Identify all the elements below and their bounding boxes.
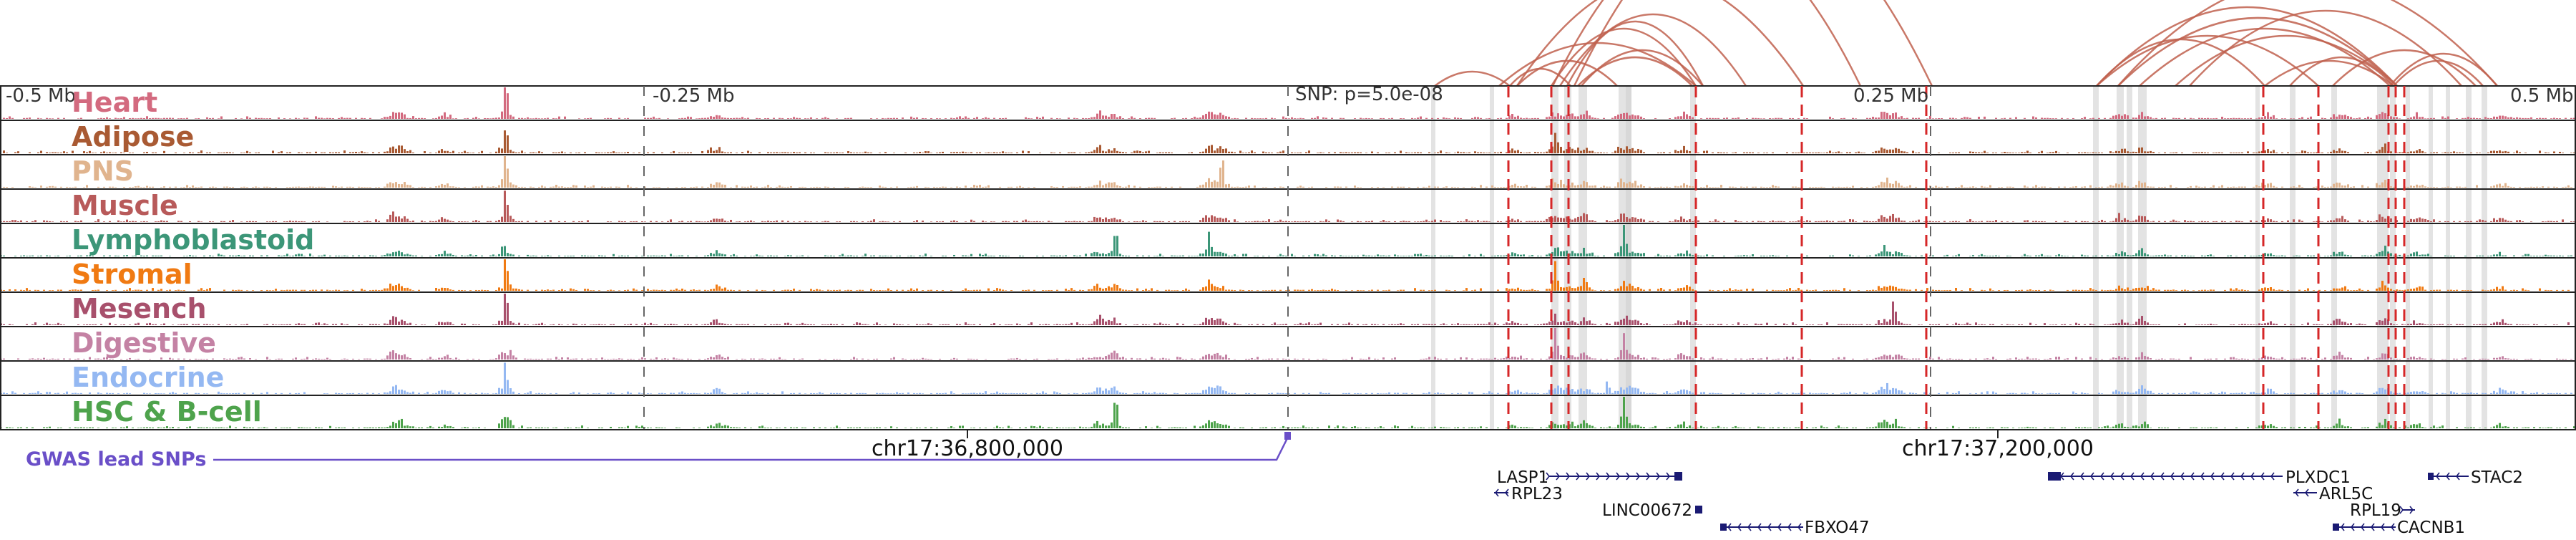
signal-lymphoblastoid (0, 225, 2572, 256)
track-label-lymphoblastoid: Lymphoblastoid (72, 224, 314, 256)
gene-label-linc00672: LINC00672 (1602, 501, 1692, 520)
track-label-pns: PNS (72, 155, 134, 187)
loop-arc (1574, 0, 1932, 86)
track-label-muscle: Muscle (72, 190, 178, 221)
loop-arc (2390, 54, 2497, 86)
gwas-connector (213, 437, 1288, 460)
gene-label-stac2: STAC2 (2471, 468, 2523, 487)
track-frames (0, 86, 2576, 430)
signal-endocrine (0, 362, 2572, 394)
gwas-track: GWAS lead SNPs (26, 432, 1291, 471)
gwas-label: GWAS lead SNPs (26, 448, 206, 471)
track-label-heart: Heart (72, 87, 157, 118)
track-label-digestive: Digestive (72, 327, 216, 359)
gene-track: LASP1 RPL23 LINC00672 FBXO47 PLXDC1 ARL5… (1494, 468, 2523, 537)
loop-arc (1551, 29, 1696, 86)
track-label-hsc_bcell: HSC & B-cell (72, 396, 262, 428)
track-label-endocrine: Endocrine (72, 362, 224, 393)
track-label-adipose: Adipose (72, 121, 194, 153)
loop-arc (2394, 61, 2483, 86)
coordinate-label-2: chr17:37,200,000 (1902, 436, 2094, 461)
gene-linc00672: LINC00672 (1602, 501, 1702, 520)
signal-stromal (0, 259, 2570, 291)
signal-heart (3, 87, 2575, 119)
track-label-mesench: Mesench (72, 293, 207, 324)
loop-arc (2190, 11, 2462, 86)
scale-label-left: -0.5 Mb (6, 85, 76, 107)
gene-cacnb1: CACNB1 (2333, 519, 2465, 537)
snp-threshold-label: SNP: p=5.0e-08 (1295, 84, 1443, 105)
gene-label-fbxo47: FBXO47 (1805, 519, 1870, 537)
signal-adipose (3, 130, 2575, 153)
gene-rpl23: RPL23 (1494, 485, 1563, 503)
gene-label-rpl19: RPL19 (2350, 501, 2401, 520)
signal-digestive (0, 328, 2572, 360)
gene-fbxo47: FBXO47 (1720, 519, 1870, 537)
gwas-snp-marker (1284, 432, 1291, 440)
loop-arcs (1435, 0, 2497, 86)
gene-plxdc1: PLXDC1 (2048, 468, 2351, 487)
gene-rpl19: RPL19 (2350, 501, 2415, 520)
track-label-stromal: Stromal (72, 259, 192, 290)
gene-label-rpl23: RPL23 (1511, 485, 1563, 503)
gene-stac2: STAC2 (2428, 468, 2523, 487)
gene-label-cacnb1: CACNB1 (2397, 519, 2465, 537)
scale-labels: -0.5 Mb -0.25 Mb SNP: p=5.0e-08 0.25 Mb … (6, 84, 2574, 107)
signal-mesench (0, 294, 2570, 325)
coordinate-label-1: chr17:36,800,000 (872, 436, 1063, 461)
loop-arc (1435, 72, 1510, 86)
scale-label-left-mid: -0.25 Mb (653, 85, 734, 107)
scale-label-right-mid: 0.25 Mb (1853, 85, 1928, 107)
scale-label-right: 0.5 Mb (2510, 85, 2574, 107)
